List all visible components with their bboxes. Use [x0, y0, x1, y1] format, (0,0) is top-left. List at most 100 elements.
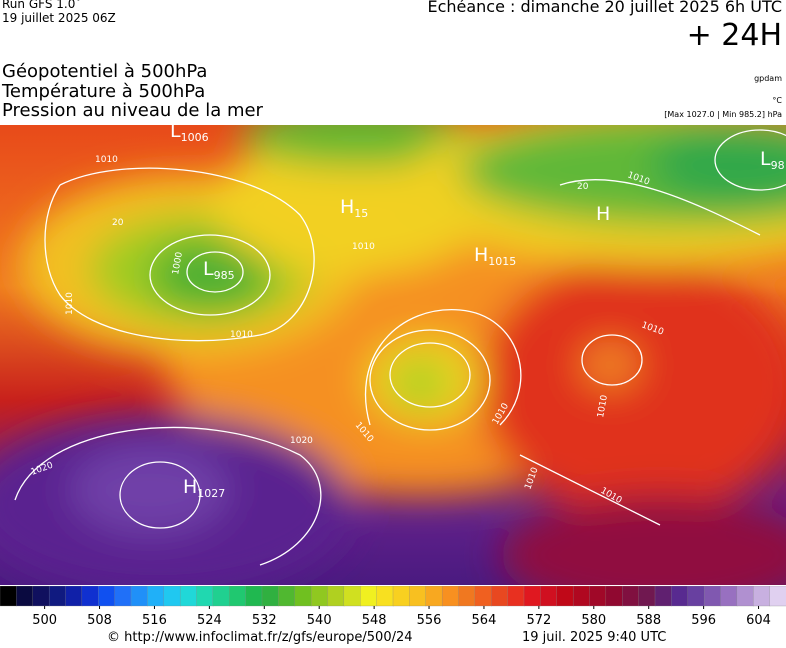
center-value: 1015 [488, 255, 516, 268]
colorbar-swatch [703, 586, 722, 607]
colorbar-swatch [736, 586, 754, 607]
colorbar-tick-label: 580 [581, 613, 606, 628]
contour-label: 20 [577, 182, 589, 192]
center-value: 1027 [197, 487, 225, 500]
center-letter: L [203, 258, 214, 280]
colorbar-swatch [343, 586, 361, 607]
colorbar-swatch [310, 586, 329, 607]
colorbar-tick-label: 500 [32, 613, 57, 628]
colorbar-swatch [147, 586, 165, 607]
colorbar-swatch [589, 586, 607, 607]
colorbar-tick-label: 556 [417, 613, 442, 628]
colorbar-swatch [540, 586, 558, 607]
contour-label: 1000 [171, 251, 185, 276]
colorbar-swatch [245, 586, 263, 607]
colorbar-tick-label: 588 [636, 613, 661, 628]
colorbar-swatch [261, 586, 280, 607]
colorbar-swatch [458, 586, 476, 607]
center-value: 15 [354, 207, 368, 220]
valid-time: Echéance : dimanche 20 juillet 2025 6h U… [427, 0, 782, 16]
colorbar-swatch [392, 586, 411, 607]
colorbar-tick-label: 564 [472, 613, 497, 628]
colorbar-swatch [294, 586, 312, 607]
colorbar-swatch [360, 586, 378, 607]
colorbar-swatch [278, 586, 296, 607]
center-value: 98 [771, 159, 785, 172]
colorbar-swatch [48, 586, 67, 607]
colorbar-tick-label: 572 [526, 613, 551, 628]
pressure-center: L98 [760, 148, 785, 172]
colorbar-swatch [638, 586, 656, 607]
unit-1: gpdam [754, 74, 782, 83]
pressure-center: H1015 [474, 244, 516, 268]
colorbar-tick-label: 508 [87, 613, 112, 628]
colorbar-swatch [622, 586, 640, 607]
colorbar-swatch [327, 586, 345, 607]
colorbar-swatch [769, 586, 786, 607]
colorbar-swatch [409, 586, 427, 607]
pressure-center: H [596, 203, 610, 225]
colorbar-swatch [376, 586, 394, 607]
footer-source: © http://www.infoclimat.fr/z/gfs/europe/… [107, 630, 413, 645]
colorbar: 500 508 516 524 532 540 548 556 564 572 580 588 596 6… [0, 586, 786, 628]
colorbar-swatch [229, 586, 247, 607]
colorbar-tick-label: 604 [746, 613, 771, 628]
center-value: 985 [214, 269, 235, 282]
colorbar-swatch [114, 586, 132, 607]
colorbar-swatch [491, 586, 509, 607]
colorbar-swatch [98, 586, 116, 607]
pressure-center: H15 [340, 196, 368, 220]
footer-stamp: 19 juil. 2025 9:40 UTC [522, 630, 667, 645]
lead-time: + 24H [686, 18, 782, 53]
center-letter: L [170, 125, 181, 142]
contour-label: 1020 [290, 436, 313, 446]
unit-2: °C [772, 96, 782, 105]
colorbar-swatch [474, 586, 492, 607]
colorbar-swatch [196, 586, 214, 607]
colorbar-swatch [0, 586, 18, 607]
center-value: 1006 [181, 131, 209, 144]
colorbar-swatch [65, 586, 83, 607]
colorbar-tick-label: 516 [142, 613, 167, 628]
colorbar-tick-label: 540 [307, 613, 332, 628]
colorbar-swatch [671, 586, 689, 607]
colorbar-tick-label: 532 [252, 613, 277, 628]
center-letter: H [183, 476, 197, 498]
unit-3: [Max 1027.0 | Min 985.2] hPa [664, 110, 782, 119]
contour-label: 1010 [95, 155, 118, 165]
run: Run GFS 1.0˚ [2, 0, 82, 11]
colorbar-swatch [687, 586, 705, 607]
field-1: Géopotentiel à 500hPa [2, 61, 208, 82]
colorbar-swatch [32, 586, 50, 607]
colorbar-swatch [179, 586, 198, 607]
colorbar-swatch [523, 586, 542, 607]
contour-label: 1010 [65, 292, 75, 315]
center-letter: H [596, 203, 610, 225]
run-date: 19 juillet 2025 06Z [2, 11, 116, 25]
center-letter: H [340, 196, 354, 218]
colorbar-swatch [654, 586, 673, 607]
colorbar-swatch [572, 586, 591, 607]
colorbar-swatch [720, 586, 738, 607]
center-letter: L [760, 148, 771, 170]
pressure-center: L1006 [170, 125, 209, 144]
colorbar-swatch [507, 586, 525, 607]
pressure-center: H1027 [183, 476, 225, 500]
colorbar-swatch [425, 586, 443, 607]
colorbar-swatch [556, 586, 574, 607]
center-letter: H [474, 244, 488, 266]
map: L1006H15L985H1015HL98H102710101000101010… [0, 125, 786, 585]
colorbar-swatch [605, 586, 623, 607]
colorbar-swatch [16, 586, 34, 607]
field-2: Température à 500hPa [2, 81, 206, 102]
colorbar-tick-label: 524 [197, 613, 222, 628]
contour-label: 1010 [596, 394, 610, 419]
colorbar-tick-label: 596 [691, 613, 716, 628]
colorbar-swatch [441, 586, 460, 607]
colorbar-swatch [753, 586, 771, 607]
contour-label: 1010 [352, 242, 375, 252]
contour-label: 20 [112, 218, 124, 228]
colorbar-swatch [81, 586, 99, 607]
colorbar-swatch [163, 586, 181, 607]
